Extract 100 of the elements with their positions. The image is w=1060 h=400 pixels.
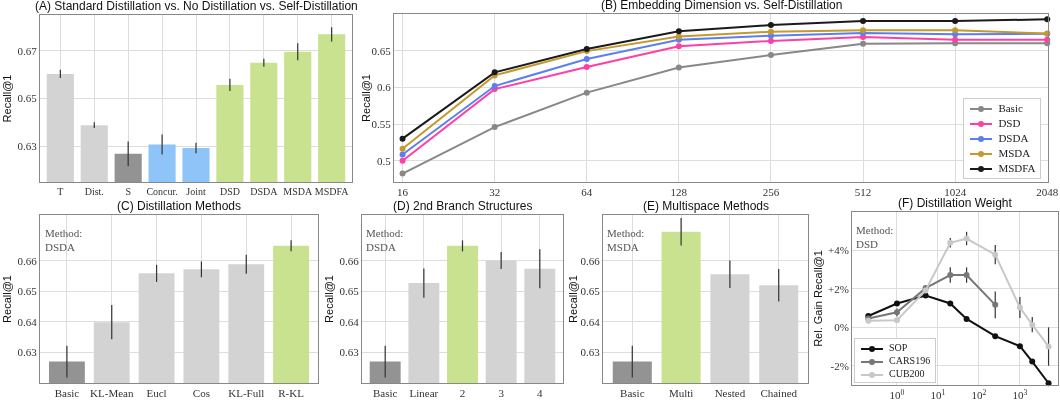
y-tick-label: 0.63 <box>17 346 38 359</box>
point <box>767 28 774 35</box>
y-tick-label: 0.63 <box>580 346 601 359</box>
x-tick-label: 10$^{0}$ <box>889 387 905 400</box>
annotation: Method: DSDA <box>366 227 404 254</box>
chart-title: (B) Embedding Dimension vs. Self-Distillation <box>601 0 843 12</box>
y-tick-label: +4% <box>827 244 849 257</box>
annotation: Method: MSDA <box>607 227 645 254</box>
point <box>860 18 867 25</box>
point <box>399 170 406 177</box>
annotation: Method: DSD <box>856 224 894 251</box>
chart-title: (C) Distillation Methods <box>117 199 242 213</box>
x-tick-label: R-KL <box>278 387 305 400</box>
y-tick-label: 0.65 <box>339 285 360 298</box>
x-tick-label: S <box>125 186 131 197</box>
y-tick-label: 0.66 <box>580 254 601 267</box>
x-tick-label: Chained <box>760 387 798 400</box>
y-axis-title: Recall@1 <box>360 74 372 122</box>
chart-title: (A) Standard Distillation vs. No Distillation vs. Self-Distillation <box>35 0 358 13</box>
x-tick-label: 10$^{3}$ <box>1012 387 1028 400</box>
y-axis-title: Recall@1 <box>323 275 336 323</box>
point <box>675 28 682 35</box>
legend-label: SOP <box>889 342 908 354</box>
x-tick-label: Basic <box>372 387 398 400</box>
y-tick-label: 0.63 <box>17 140 38 153</box>
y-tick-label: 0.65 <box>371 44 392 57</box>
x-tick-label: KL-Full <box>228 387 265 400</box>
x-tick-label: Basic <box>54 387 80 400</box>
chart-title: (E) Multispace Methods <box>643 199 770 213</box>
point <box>675 64 682 71</box>
x-tick-label: Cos <box>192 387 210 400</box>
x-tick-label: Joint <box>186 186 206 197</box>
y-axis-title: Recall@1 <box>1 74 14 123</box>
x-tick-label: 256 <box>762 186 780 199</box>
x-tick-label: 512 <box>854 186 872 199</box>
x-tick-label: 10$^{2}$ <box>971 387 987 400</box>
point <box>952 36 959 43</box>
point <box>399 157 406 164</box>
x-tick-label: 3 <box>498 387 505 400</box>
point <box>583 56 590 63</box>
point <box>952 18 959 25</box>
y-tick-label: 0.65 <box>17 285 38 298</box>
y-tick-label: 0.65 <box>17 92 38 105</box>
y-tick-label: -2% <box>830 359 849 372</box>
y-tick-label: 0.6 <box>377 81 392 94</box>
chart-title: (D) 2nd Branch Structures <box>393 199 533 213</box>
y-tick-label: 0.66 <box>17 254 38 267</box>
y-tick-label: 0.64 <box>339 315 360 328</box>
legend-label: Basic <box>998 101 1023 114</box>
x-tick-label: 10$^{1}$ <box>930 387 946 400</box>
x-tick-label: Basic <box>620 387 645 400</box>
x-tick-label: Eucl <box>146 387 167 400</box>
y-tick-label: 0.64 <box>17 315 38 328</box>
point <box>860 40 867 47</box>
x-tick-label: 128 <box>670 186 688 199</box>
point <box>767 22 774 29</box>
point <box>767 37 774 44</box>
x-tick-label: 64 <box>581 186 593 199</box>
x-tick-label: Nested <box>714 387 746 400</box>
y-axis-title: Rel. Gain Recall@1 <box>812 250 824 347</box>
annotation: Method: DSDA <box>45 227 83 254</box>
legend-label: MSDFA <box>998 161 1036 174</box>
y-axis-title: Recall@1 <box>1 275 14 323</box>
point <box>583 64 590 71</box>
y-tick-label: 0.55 <box>371 117 392 130</box>
x-tick-label: 16 <box>397 186 409 199</box>
point <box>675 43 682 50</box>
point <box>767 52 774 59</box>
chart-title: (F) Distillation Weight <box>898 196 1013 210</box>
point <box>491 124 498 131</box>
y-tick-label: 0.64 <box>580 315 601 328</box>
x-tick-label: Dist. <box>84 186 104 197</box>
x-tick-label: T <box>57 186 64 197</box>
legend-label: CUB200 <box>889 368 925 380</box>
point <box>583 89 590 96</box>
x-tick-label: 32 <box>489 186 501 199</box>
legend-label: MSDA <box>998 146 1031 159</box>
x-tick-label: 2048 <box>1036 186 1059 199</box>
x-tick-label: DSD <box>219 186 240 197</box>
x-tick-label: Linear <box>409 387 439 400</box>
point <box>952 27 959 34</box>
point <box>399 135 406 142</box>
y-tick-label: 0% <box>834 321 849 334</box>
y-tick-label: 0.65 <box>580 285 601 298</box>
point <box>399 151 406 158</box>
x-tick-label: MSDA <box>283 186 313 197</box>
y-axis-title: Recall@1 <box>567 275 579 323</box>
x-tick-label: 4 <box>537 387 544 400</box>
y-tick-label: 0.5 <box>377 154 392 167</box>
x-tick-label: 1024 <box>944 186 967 199</box>
legend-label: CARS196 <box>889 355 931 367</box>
x-tick-label: DSDA <box>250 186 279 197</box>
x-tick-label: MSDFA <box>314 186 350 197</box>
legend-label: DSD <box>998 116 1021 129</box>
y-tick-label: 0.63 <box>339 346 360 359</box>
y-tick-label: 0.66 <box>339 254 360 267</box>
x-tick-label: KL-Mean <box>90 387 134 400</box>
x-tick-label: Concur. <box>146 186 178 197</box>
x-tick-label: 2 <box>459 387 466 400</box>
y-tick-label: 0.67 <box>17 44 38 57</box>
